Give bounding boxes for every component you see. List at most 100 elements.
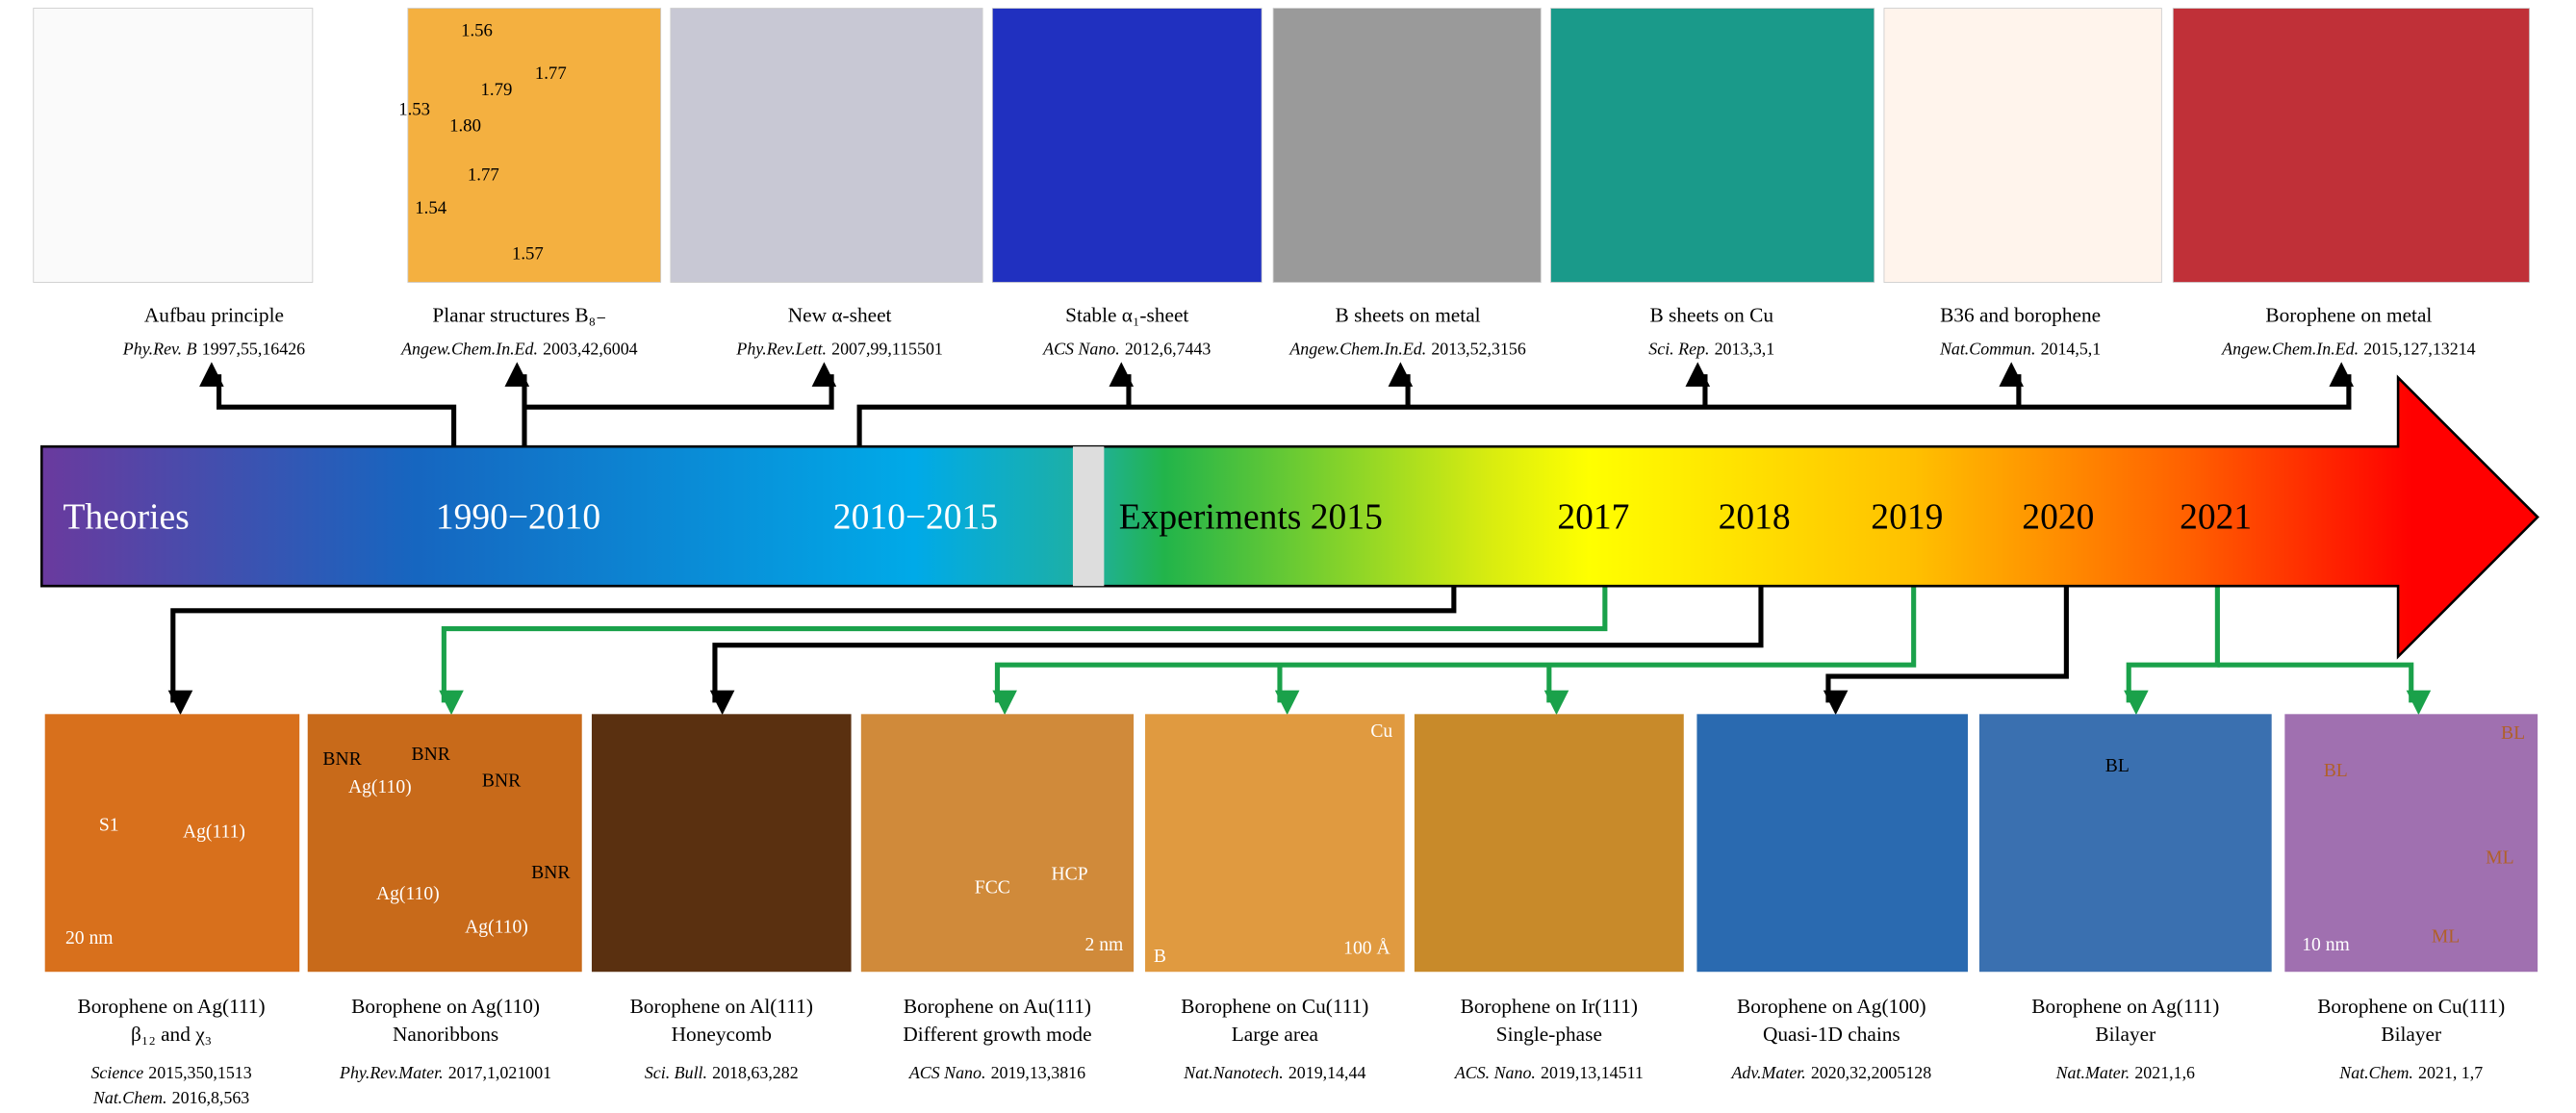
image-label: 20 nm: [65, 928, 114, 949]
panel-image: [2172, 8, 2531, 283]
citation: Phy.Rev.Lett. 2007,99,115501: [735, 340, 942, 359]
panel-title: Stable α₁-sheet: [1065, 303, 1188, 326]
image-label: 1.57: [512, 244, 544, 265]
panel-subtitle: Quasi-1D chains: [1763, 1023, 1900, 1046]
image-label: BNR: [412, 745, 451, 765]
panel-subtitle: Bilayer: [2381, 1023, 2441, 1046]
citation-journal: Adv.Mater.: [1730, 1063, 1805, 1082]
citation-journal: Phy.Rev.Mater.: [339, 1063, 444, 1082]
citation-journal: Sci. Bull.: [645, 1063, 707, 1082]
panel-image: [591, 714, 852, 973]
panel-image: [1145, 714, 1405, 973]
citation-details: 2019,14,44: [1288, 1063, 1366, 1082]
citation-details: 2020,32,2005128: [1811, 1063, 1931, 1082]
citation-details: 2016,8,563: [172, 1088, 250, 1107]
citation-journal: Nat.Commun.: [1939, 340, 2036, 359]
citation-details: 2021, 1,7: [2418, 1063, 2483, 1082]
citation-journal: Angew.Chem.In.Ed.: [400, 340, 538, 359]
citation-journal: Science: [90, 1063, 143, 1082]
panel-title: Borophene on metal: [2265, 303, 2432, 326]
image-label: BNR: [482, 771, 522, 791]
citation-journal: Nat.Mater.: [2055, 1063, 2130, 1082]
panel-image: [407, 8, 662, 283]
citation-journal: Nat.Chem.: [2338, 1063, 2413, 1082]
citation: Science 2015,350,1513: [90, 1063, 251, 1082]
panel-image: [307, 714, 582, 973]
citation-journal: Angew.Chem.In.Ed.: [2221, 340, 2359, 359]
image-label: 1.77: [535, 63, 567, 84]
panel-title: Borophene on Ag(110): [351, 995, 540, 1018]
citation-journal: Phy.Rev.Lett.: [735, 340, 827, 359]
citation: Nat.Commun. 2014,5,1: [1939, 340, 2101, 359]
panel-image: [1696, 714, 1968, 973]
panel-title: Borophene on Cu(111): [1181, 995, 1368, 1018]
citation-details: 2013,3,1: [1715, 340, 1775, 359]
connectors: [167, 362, 2432, 716]
panel-title: Borophene on Ir(111): [1461, 995, 1638, 1018]
citation: Angew.Chem.In.Ed. 2013,52,3156: [1288, 340, 1526, 359]
citation: ACS Nano. 2012,6,7443: [1042, 340, 1211, 359]
panel-title: B sheets on metal: [1336, 303, 1481, 326]
panel-image: [2284, 714, 2538, 973]
image-label: Ag(110): [465, 917, 528, 937]
image-label: BL: [2501, 723, 2525, 744]
panel-subtitle: Bilayer: [2095, 1023, 2155, 1046]
panel-image: [860, 714, 1135, 973]
panel-title: B sheets on Cu: [1649, 303, 1773, 326]
citation-details: 2015,350,1513: [148, 1063, 251, 1082]
citation: Nat.Mater. 2021,1,6: [2055, 1063, 2195, 1082]
citation: Phy.Rev. B 1997,55,16426: [122, 340, 305, 359]
panel-subtitle: Honeycomb: [672, 1023, 772, 1046]
panel-image: [991, 8, 1262, 283]
image-label: 1.80: [449, 116, 481, 137]
panel-image: [1550, 8, 1875, 283]
citation-details: 1997,55,16426: [202, 340, 305, 359]
panel-image: [1272, 8, 1542, 283]
image-label: 1.79: [481, 80, 513, 100]
citation-journal: Sci. Rep.: [1648, 340, 1709, 359]
image-label: 10 nm: [2302, 935, 2350, 955]
panel-subtitle: Large area: [1232, 1023, 1319, 1046]
image-label: Ag(110): [376, 884, 440, 904]
citation-details: 2007,99,115501: [831, 340, 943, 359]
citation-details: 2019,13,3816: [991, 1063, 1086, 1082]
citation-details: 2019,13,14511: [1541, 1063, 1644, 1082]
timeline-separator: [1072, 446, 1105, 587]
panel-title: Borophene on Cu(111): [2317, 995, 2505, 1018]
citation: Angew.Chem.In.Ed. 2003,42,6004: [400, 340, 638, 359]
citation-journal: Nat.Nanotech.: [1183, 1063, 1283, 1082]
citation-journal: Phy.Rev. B: [122, 340, 197, 359]
citation-details: 2017,1,021001: [448, 1063, 551, 1082]
panel-image: [670, 8, 983, 283]
image-label: 2 nm: [1084, 935, 1123, 955]
image-label: FCC: [975, 877, 1010, 898]
image-label: 1.54: [415, 198, 446, 218]
citation-journal: Angew.Chem.In.Ed.: [1288, 340, 1426, 359]
citation: Nat.Nanotech. 2019,14,44: [1183, 1063, 1365, 1082]
citation: Adv.Mater. 2020,32,2005128: [1730, 1063, 1931, 1082]
timeline-label: 1990−2010: [436, 497, 600, 537]
image-label: HCP: [1051, 865, 1087, 885]
panel-title: Borophene on Ag(111): [78, 995, 266, 1018]
citation: Phy.Rev.Mater. 2017,1,021001: [339, 1063, 551, 1082]
panel-image: [44, 714, 300, 973]
panel-title: Aufbau principle: [144, 303, 284, 326]
panel-subtitle: β₁₂ and χ₃: [131, 1023, 212, 1046]
citation-details: 2015,127,13214: [2363, 340, 2475, 359]
citation-details: 2021,1,6: [2134, 1063, 2195, 1082]
image-label: Ag(111): [183, 822, 245, 842]
citation-journal: Nat.Chem.: [92, 1088, 167, 1107]
image-label: 1.56: [461, 21, 493, 41]
image-label: 1.53: [398, 99, 430, 119]
panel-subtitle: Nanoribbons: [393, 1023, 498, 1046]
panel-image: [1414, 714, 1684, 973]
panel-title: Planar structures B₈₋: [432, 303, 606, 326]
panel-subtitle: Different growth mode: [903, 1023, 1091, 1046]
image-label: Cu: [1370, 721, 1392, 742]
citation-journal: ACS. Nano.: [1454, 1063, 1536, 1082]
timeline-label: Experiments 2015: [1119, 497, 1383, 537]
citation-details: 2012,6,7443: [1125, 340, 1211, 359]
panel-title: Borophene on Ag(111): [2031, 995, 2219, 1018]
